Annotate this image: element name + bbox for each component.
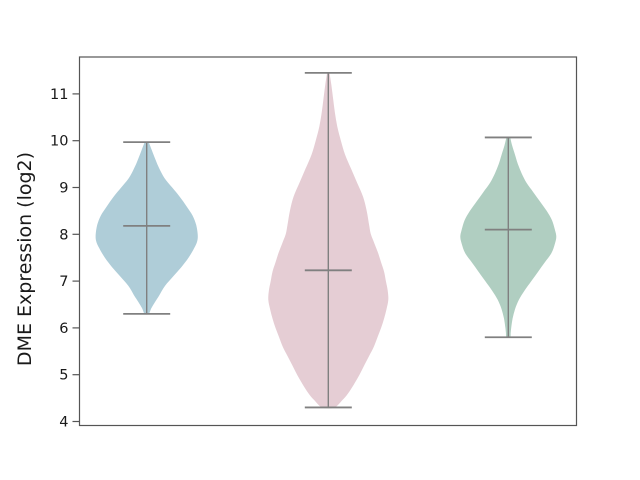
y-tick-label: 7 [59, 274, 68, 290]
y-axis: 4 5 6 7 8 9 10 11 [50, 87, 80, 431]
whisker-median-layer [123, 71, 532, 409]
y-tick-label: 4 [59, 415, 68, 431]
y-axis-label: DME Expression (log2) [14, 152, 36, 366]
axes-border [78, 56, 578, 427]
y-tick-label: 11 [50, 87, 68, 103]
y-tick-label: 10 [50, 134, 68, 150]
y-tick-label: 9 [59, 181, 68, 197]
violins-layer [95, 72, 557, 409]
y-tick-label: 5 [59, 368, 68, 384]
y-tick-label: 6 [59, 321, 68, 337]
y-tick-label: 8 [59, 227, 68, 243]
